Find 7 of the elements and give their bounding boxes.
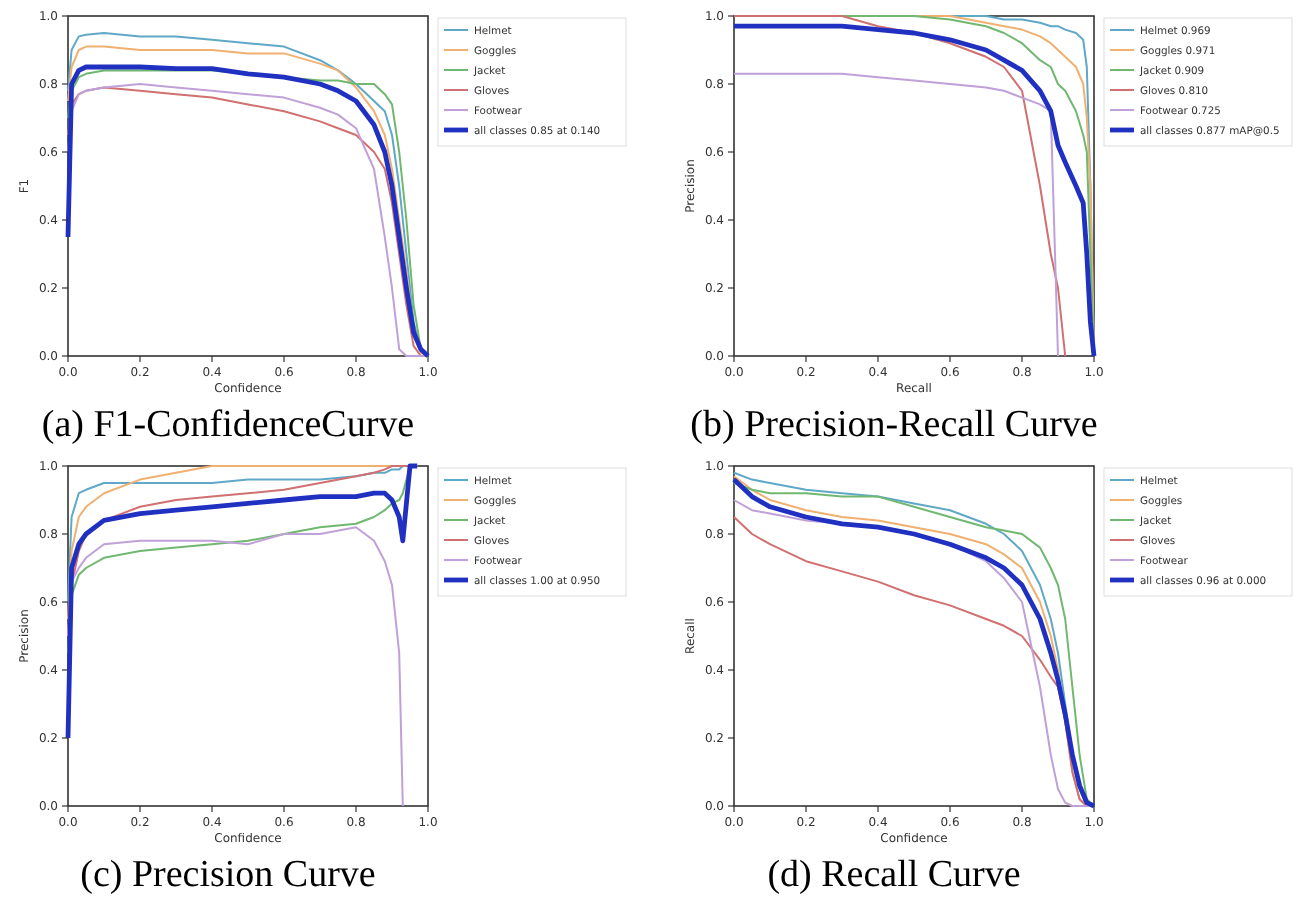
text: (d) Recall Curve bbox=[767, 854, 1021, 896]
text: (c) Precision Curve bbox=[80, 854, 376, 896]
line-series bbox=[733, 72, 1059, 357]
text: (b) Precision-Recall Curve bbox=[690, 404, 1098, 446]
line-series bbox=[67, 526, 404, 807]
text: (a) F1-ConfidenceCurve bbox=[41, 404, 415, 446]
line-series bbox=[65, 463, 420, 741]
